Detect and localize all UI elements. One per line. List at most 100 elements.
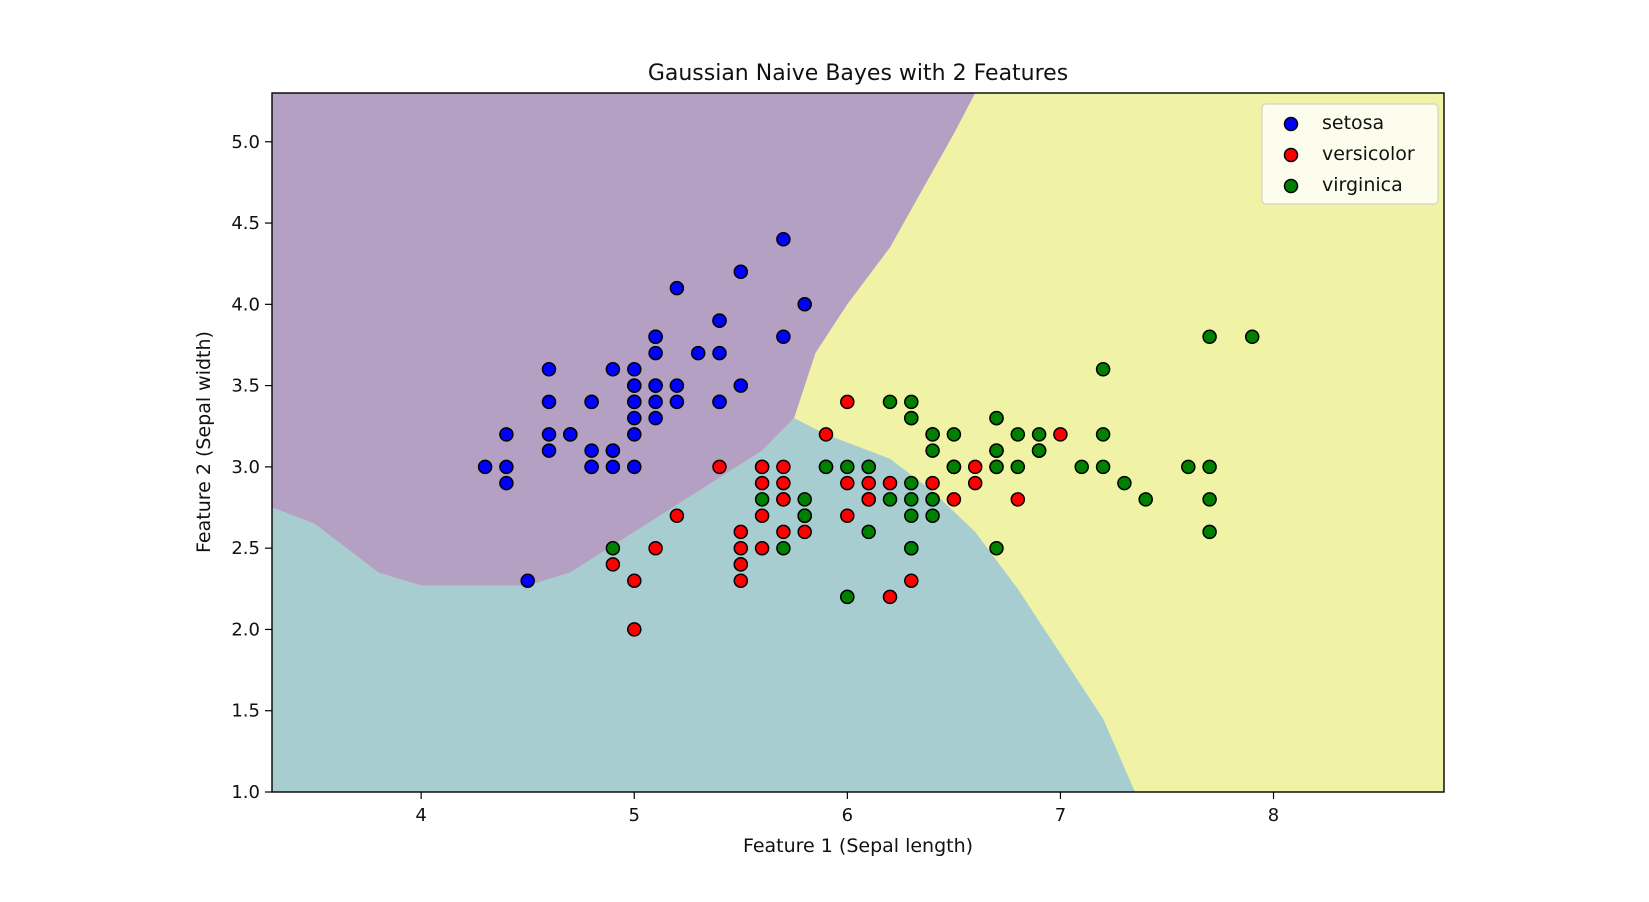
data-point-setosa	[669, 378, 685, 393]
y-tick-label: 2.5	[231, 538, 260, 559]
data-point-virginica	[861, 459, 876, 475]
data-point-virginica	[1095, 459, 1111, 475]
data-point-setosa	[477, 459, 493, 475]
chart-title: Gaussian Naive Bayes with 2 Features	[648, 61, 1068, 86]
data-point-virginica	[882, 492, 898, 507]
data-point-versicolor	[754, 508, 770, 523]
data-point-virginica	[925, 508, 940, 523]
data-point-virginica	[1181, 459, 1196, 475]
legend-label-versicolor: versicolor	[1322, 143, 1415, 165]
data-point-virginica	[1010, 459, 1026, 475]
data-point-versicolor	[967, 475, 983, 491]
data-point-virginica	[1031, 443, 1047, 458]
data-point-virginica	[904, 508, 919, 523]
data-point-versicolor	[861, 475, 876, 491]
data-point-versicolor	[840, 508, 855, 523]
y-axis-label: Feature 2 (Sepal width)	[193, 331, 215, 553]
data-point-setosa	[541, 362, 557, 377]
data-point-setosa	[605, 443, 621, 458]
data-point-versicolor	[754, 540, 770, 556]
data-point-virginica	[1095, 427, 1111, 442]
data-point-setosa	[776, 329, 791, 345]
data-point-setosa	[648, 345, 663, 361]
data-point-versicolor	[776, 459, 791, 475]
data-point-virginica	[1202, 492, 1217, 507]
data-point-setosa	[605, 362, 621, 377]
data-point-setosa	[541, 443, 557, 458]
data-point-virginica	[754, 492, 770, 507]
data-point-versicolor	[733, 557, 749, 572]
y-tick-label: 1.0	[231, 782, 260, 803]
data-point-setosa	[627, 427, 642, 442]
data-point-virginica	[1202, 329, 1217, 345]
data-point-versicolor	[754, 475, 770, 491]
data-point-versicolor	[882, 475, 898, 491]
data-point-virginica	[904, 394, 919, 410]
data-point-versicolor	[669, 508, 685, 523]
x-tick-label: 4	[415, 805, 426, 826]
x-axis-label: Feature 1 (Sepal length)	[743, 835, 973, 857]
data-point-virginica	[925, 492, 940, 507]
legend-box	[1261, 103, 1439, 205]
data-point-setosa	[627, 362, 642, 377]
data-point-setosa	[690, 345, 706, 361]
data-point-virginica	[840, 459, 855, 475]
data-point-virginica	[1202, 524, 1217, 540]
data-point-setosa	[584, 459, 599, 475]
legend-label-virginica: virginica	[1322, 174, 1403, 196]
data-point-versicolor	[776, 475, 791, 491]
data-point-virginica	[797, 508, 812, 523]
legend-label-setosa: setosa	[1322, 112, 1384, 134]
data-point-virginica	[818, 459, 834, 475]
data-point-setosa	[712, 345, 727, 361]
data-point-virginica	[1117, 475, 1132, 491]
data-point-setosa	[627, 410, 642, 426]
data-point-versicolor	[605, 557, 621, 572]
data-point-virginica	[904, 540, 919, 556]
data-point-versicolor	[776, 492, 791, 507]
data-point-setosa	[733, 378, 749, 393]
data-point-virginica	[904, 475, 919, 491]
y-tick-label: 4.0	[231, 294, 260, 315]
data-point-virginica	[1202, 459, 1217, 475]
data-point-setosa	[669, 280, 685, 296]
data-point-setosa	[499, 475, 514, 491]
data-point-virginica	[1010, 427, 1026, 442]
y-tick-label: 5.0	[231, 132, 260, 153]
data-point-setosa	[541, 394, 557, 410]
data-point-setosa	[797, 297, 812, 312]
data-point-virginica	[946, 427, 962, 442]
data-point-versicolor	[840, 394, 855, 410]
data-point-virginica	[904, 492, 919, 507]
data-point-versicolor	[754, 459, 770, 475]
data-point-setosa	[648, 378, 663, 393]
data-point-virginica	[925, 427, 940, 442]
x-tick-label: 5	[629, 805, 640, 826]
data-point-virginica	[1244, 329, 1260, 345]
y-tick-label: 1.5	[231, 701, 260, 722]
x-axis: 4 5 6 7 8	[415, 792, 1279, 826]
scatter-points	[477, 232, 1260, 637]
data-point-versicolor	[776, 524, 791, 540]
y-axis: 1.0 1.5 2.0 2.5 3.0 3.5 4.0 4.5 5.0	[231, 132, 272, 803]
data-point-versicolor	[1053, 427, 1068, 442]
y-tick-label: 2.0	[231, 619, 260, 640]
region-versicolor	[272, 418, 1135, 792]
data-point-virginica	[882, 394, 898, 410]
data-point-virginica	[989, 410, 1004, 426]
data-point-virginica	[946, 459, 962, 475]
data-point-versicolor	[840, 475, 855, 491]
data-point-virginica	[797, 492, 812, 507]
data-point-virginica	[989, 443, 1004, 458]
data-point-virginica	[605, 540, 621, 556]
data-point-setosa	[605, 459, 621, 475]
data-point-setosa	[776, 232, 791, 247]
data-point-virginica	[1031, 427, 1047, 442]
data-point-versicolor	[733, 540, 749, 556]
legend-marker-virginica	[1283, 178, 1299, 194]
x-tick-label: 8	[1268, 805, 1279, 826]
data-point-setosa	[499, 459, 514, 475]
data-point-versicolor	[797, 524, 812, 540]
data-point-virginica	[861, 524, 876, 540]
plot-area	[271, 92, 1445, 793]
